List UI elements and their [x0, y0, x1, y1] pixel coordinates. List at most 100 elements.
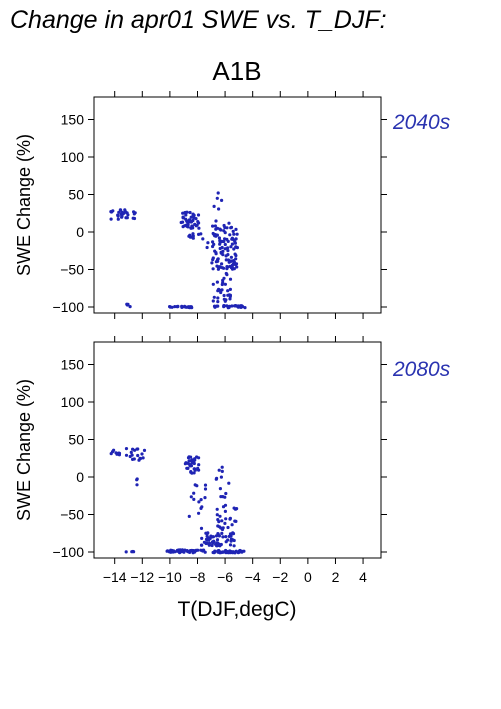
data-point [215, 507, 219, 511]
x-tick-label: 0 [304, 569, 312, 585]
panel-2080s: −100 −50 0 50 100 150 −14 −12 −10 −8 −6 −4 −2 0 2 4 SWE … [14, 336, 451, 585]
data-point [229, 226, 233, 230]
y-tick-label: 100 [61, 149, 85, 165]
data-point [227, 550, 231, 555]
data-point [216, 518, 220, 522]
data-point [220, 262, 224, 266]
data-point [223, 242, 227, 247]
data-point [216, 257, 220, 261]
y-tick-label: 100 [61, 394, 85, 410]
data-point [220, 465, 224, 469]
data-point [225, 304, 229, 308]
data-point [231, 229, 235, 233]
data-point [141, 456, 145, 460]
data-point [114, 451, 118, 455]
data-point [196, 213, 201, 217]
data-point [221, 253, 225, 257]
data-point [211, 282, 215, 286]
data-point [228, 233, 232, 237]
data-point [227, 304, 231, 308]
data-point [225, 267, 229, 271]
data-point [124, 216, 128, 220]
data-point [132, 216, 137, 221]
data-point [215, 513, 219, 517]
x-tick-label: 4 [359, 569, 367, 585]
data-point [220, 531, 224, 536]
data-point [220, 519, 224, 523]
data-point [221, 495, 225, 499]
data-point [210, 261, 214, 265]
data-point [197, 511, 201, 515]
data-point [224, 258, 228, 262]
y-tick-label: 50 [68, 432, 84, 448]
y-tick-label: 150 [61, 357, 85, 373]
data-point [128, 454, 132, 459]
data-point [224, 535, 228, 539]
data-point [117, 210, 121, 214]
data-point [232, 544, 236, 548]
data-point [132, 457, 136, 461]
panel-2040s: −100 −50 0 50 100 150 SWE Change (%) 2040s [14, 91, 451, 319]
data-point [128, 305, 132, 309]
main-title: Change in apr01 SWE vs. T_DJF: [10, 6, 387, 34]
data-point [132, 210, 136, 214]
x-axis-title: T(DJF,degC) [177, 598, 296, 621]
data-point [223, 237, 227, 241]
data-point [211, 240, 215, 244]
data-point [183, 210, 187, 215]
data-point [230, 304, 234, 308]
data-point [136, 453, 140, 458]
data-point [240, 550, 244, 554]
plot-frame [93, 341, 382, 559]
data-point [186, 225, 190, 229]
data-point [232, 538, 236, 543]
data-point [117, 453, 121, 457]
data-point [200, 536, 204, 541]
data-point [214, 534, 219, 538]
data-point [192, 467, 196, 471]
data-point [142, 448, 147, 452]
data-point [218, 550, 222, 554]
data-point [232, 247, 236, 251]
data-point [184, 213, 188, 217]
data-point [120, 210, 124, 214]
data-point [170, 305, 174, 309]
y-tick-label: 0 [76, 469, 84, 485]
data-point [216, 259, 220, 263]
data-point [187, 459, 191, 463]
data-point [232, 267, 236, 271]
data-point [180, 304, 184, 308]
data-point [192, 461, 196, 466]
data-point [135, 483, 139, 487]
data-point [189, 464, 194, 468]
y-tick-label: −50 [60, 262, 84, 278]
data-point [223, 509, 227, 513]
data-point [232, 506, 236, 510]
data-point [178, 548, 182, 552]
data-point [223, 521, 227, 526]
data-point [234, 262, 239, 266]
data-point [217, 534, 221, 538]
x-tick-label: −2 [272, 569, 288, 585]
data-point [221, 280, 225, 285]
data-point [236, 304, 240, 308]
data-point [203, 483, 208, 487]
data-point [220, 550, 224, 554]
data-point [205, 534, 209, 538]
data-point [229, 266, 233, 270]
y-tick-label: −100 [52, 544, 84, 560]
data-point [225, 226, 229, 230]
data-point [133, 448, 137, 452]
data-point [211, 256, 215, 260]
data-point [189, 305, 193, 309]
data-point [189, 495, 193, 499]
data-point [124, 447, 129, 451]
data-point [193, 483, 197, 487]
data-point [203, 487, 208, 491]
data-point [230, 242, 234, 246]
data-point [197, 232, 201, 236]
data-point [220, 527, 225, 532]
data-point [227, 221, 231, 225]
data-point [202, 548, 206, 552]
